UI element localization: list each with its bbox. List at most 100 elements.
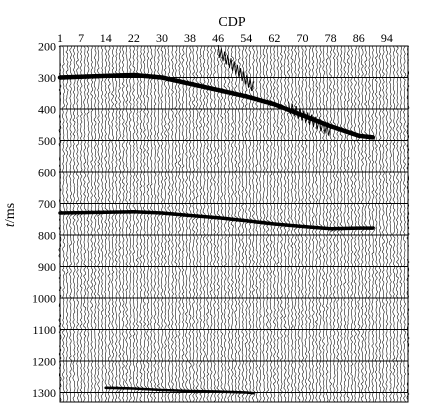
seismic-trace xyxy=(167,45,172,403)
seismic-trace xyxy=(163,45,169,403)
seismic-trace xyxy=(300,45,306,403)
seismic-trace xyxy=(297,45,302,403)
seismic-trace xyxy=(251,45,256,403)
seismic-trace xyxy=(139,45,144,403)
x-tick-label: 7 xyxy=(78,31,84,45)
x-tick-label: 94 xyxy=(381,31,393,45)
x-tick-label: 62 xyxy=(268,31,280,45)
seismic-trace xyxy=(68,45,74,403)
seismic-trace xyxy=(307,45,313,403)
seismic-trace xyxy=(61,45,66,403)
seismic-trace xyxy=(332,45,337,403)
seismic-trace xyxy=(83,45,87,403)
seismic-trace xyxy=(93,45,98,403)
seismic-trace xyxy=(100,45,106,403)
y-tick-label: 500 xyxy=(38,134,56,148)
y-tick-label: 1100 xyxy=(32,323,56,337)
seismic-trace xyxy=(79,45,84,403)
seismic-trace xyxy=(244,45,250,403)
seismic-trace xyxy=(255,45,260,403)
seismic-plot-area xyxy=(57,45,410,403)
seismic-trace xyxy=(177,45,183,403)
seismic-trace xyxy=(357,45,362,403)
y-axis-title: t/ms xyxy=(3,203,18,227)
y-axis-title-unit: /ms xyxy=(3,203,18,223)
seismic-trace xyxy=(153,45,159,403)
seismic-trace xyxy=(374,45,378,403)
seismic-trace xyxy=(160,45,165,403)
seismic-trace xyxy=(195,45,201,403)
seismic-trace xyxy=(227,45,232,403)
seismic-trace xyxy=(132,45,137,403)
seismic-trace xyxy=(402,45,407,403)
seismic-trace xyxy=(241,45,247,403)
seismic-trace xyxy=(311,45,316,403)
seismic-trace xyxy=(388,45,392,403)
x-axis-title: CDP xyxy=(218,15,245,30)
seismic-trace xyxy=(170,45,176,403)
y-tick-label: 800 xyxy=(38,229,56,243)
seismic-trace xyxy=(364,45,370,403)
seismic-trace xyxy=(346,45,351,403)
x-tick-label: 14 xyxy=(100,31,112,45)
seismic-trace xyxy=(65,45,70,403)
seismic-trace xyxy=(350,45,355,403)
seismic-trace xyxy=(216,45,221,403)
x-tick-label: 54 xyxy=(240,31,252,45)
seismic-trace xyxy=(339,45,345,403)
seismic-trace xyxy=(353,45,358,403)
seismic-trace xyxy=(72,45,77,403)
x-tick-label: 78 xyxy=(325,31,337,45)
seismic-trace xyxy=(213,45,218,403)
y-tick-label: 600 xyxy=(38,166,56,180)
plot-background xyxy=(60,46,408,402)
seismic-trace xyxy=(322,45,327,403)
plot-frame xyxy=(59,45,409,403)
x-tick-labels: 1 7 14 22 30 38 46 54 62 70 78 86 94 xyxy=(57,31,393,45)
seismic-trace xyxy=(76,45,80,403)
horizontal-gridlines xyxy=(60,77,408,394)
seismic-trace xyxy=(237,45,243,403)
seismic-trace xyxy=(230,45,236,403)
seismic-trace xyxy=(325,45,331,403)
diffraction-scatter xyxy=(217,45,254,92)
seismic-trace xyxy=(86,45,91,403)
seismic-trace xyxy=(111,45,116,403)
seismic-trace xyxy=(371,45,376,403)
y-tick-label: 200 xyxy=(38,40,56,54)
seismic-trace xyxy=(184,45,190,403)
y-tick-label: 1000 xyxy=(32,292,56,306)
y-tick-label: 300 xyxy=(38,71,56,85)
seismic-trace xyxy=(107,45,112,403)
x-tick-label: 70 xyxy=(297,31,309,45)
seismic-trace xyxy=(104,45,110,403)
seismic-trace xyxy=(202,45,207,403)
seismic-trace xyxy=(223,45,228,403)
y-tick-label: 900 xyxy=(38,260,56,274)
seismic-trace xyxy=(314,45,319,403)
seismic-trace xyxy=(156,45,162,403)
y-tick-label: 400 xyxy=(38,103,56,117)
seismic-trace xyxy=(149,45,155,403)
seismic-trace xyxy=(142,45,148,403)
seismic-trace xyxy=(220,45,225,403)
x-tick-label: 1 xyxy=(57,31,63,45)
seismic-trace xyxy=(121,45,127,403)
seismic-trace xyxy=(192,45,197,403)
seismic-trace xyxy=(248,45,253,403)
x-tick-label: 30 xyxy=(156,31,168,45)
seismic-trace xyxy=(181,45,186,403)
seismic-trace xyxy=(97,45,102,403)
seismic-trace xyxy=(146,45,152,403)
seismic-trace xyxy=(336,45,341,403)
seismic-trace xyxy=(318,45,323,403)
seismic-trace xyxy=(209,45,215,403)
seismic-trace xyxy=(128,45,134,403)
seismic-trace xyxy=(378,45,382,403)
seismic-trace xyxy=(174,45,178,403)
seismic-trace xyxy=(118,45,123,403)
x-tick-label: 86 xyxy=(353,31,365,45)
seismic-trace xyxy=(399,45,403,403)
seismic-trace xyxy=(360,45,366,403)
